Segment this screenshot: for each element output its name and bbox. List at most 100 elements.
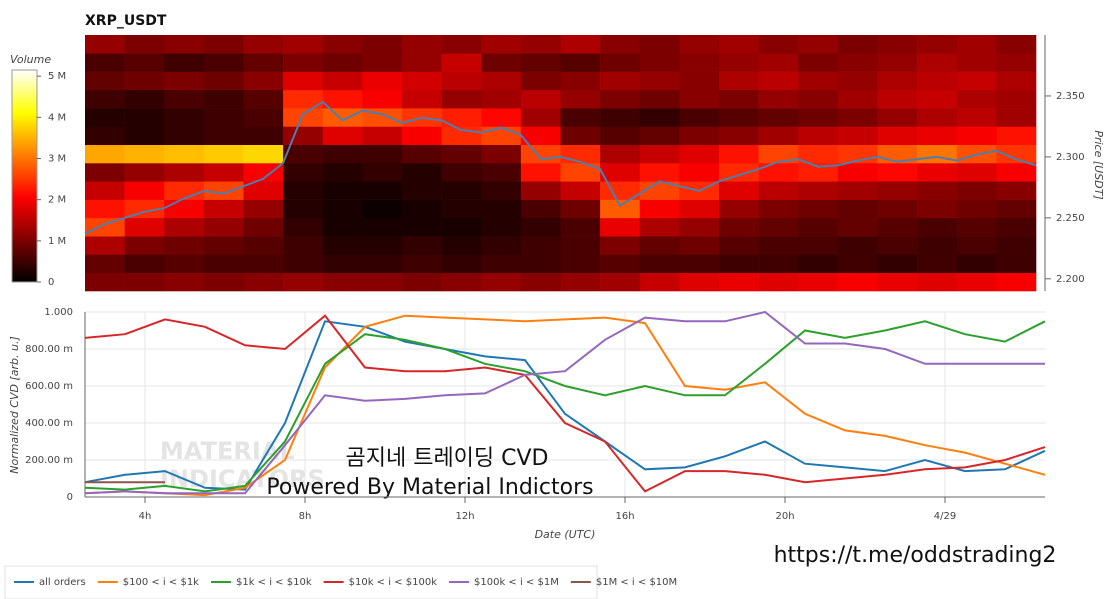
heatmap-cell: [362, 71, 403, 91]
heatmap-cell: [758, 89, 799, 109]
heatmap-cell: [758, 217, 799, 237]
heatmap-cell: [520, 144, 561, 164]
heatmap-cell: [996, 126, 1037, 146]
heatmap-cell: [481, 254, 522, 274]
colorbar-tick-label: 1 M: [48, 236, 66, 247]
heatmap-cell: [877, 35, 918, 54]
heatmap-cell: [124, 199, 165, 219]
heatmap-cell: [837, 108, 878, 127]
heatmap-cell: [679, 89, 720, 109]
heatmap-cell: [917, 53, 958, 72]
heatmap-cell: [758, 71, 799, 91]
heatmap-cell: [203, 71, 244, 91]
heatmap-cell: [124, 144, 165, 164]
heatmap-cell: [877, 53, 918, 72]
heatmap-cell: [560, 217, 601, 237]
heatmap-cell: [243, 236, 284, 255]
series-line: [84, 320, 1046, 491]
heatmap-cell: [956, 217, 997, 237]
heatmap-cell: [362, 181, 403, 200]
heatmap-cell: [600, 108, 641, 127]
heatmap-cell: [679, 144, 720, 164]
heatmap-cell: [996, 236, 1037, 255]
heatmap-cell: [639, 53, 680, 72]
heatmap-cell: [798, 272, 839, 292]
heatmap-cell: [758, 199, 799, 219]
heatmap-cell: [322, 108, 363, 127]
heatmap-cell: [679, 108, 720, 127]
heatmap-cell: [520, 126, 561, 146]
heatmap-cell: [85, 254, 125, 274]
heatmap-cell: [996, 217, 1037, 237]
heatmap-cell: [85, 144, 125, 164]
colorbar-tick-label: 3 M: [48, 154, 66, 165]
heatmap-cell: [481, 89, 522, 109]
heatmap-cell: [402, 126, 442, 146]
heatmap-cell: [600, 35, 641, 54]
heatmap-cell: [243, 181, 284, 200]
heatmap-cell: [322, 254, 363, 274]
heatmap-cell: [283, 163, 324, 182]
heatmap-cell: [362, 217, 403, 237]
heatmap-cell: [719, 217, 759, 237]
heatmap-cell: [956, 35, 997, 54]
heatmap-cell: [719, 108, 759, 127]
overlay-subtitle: Powered By Material Indictors: [266, 475, 593, 500]
heatmap-cell: [798, 144, 839, 164]
heatmap-cell: [481, 217, 522, 237]
heatmap-cell: [124, 71, 165, 91]
colorbar-tick-label: 0: [48, 277, 54, 288]
heatmap-cell: [124, 163, 165, 182]
heatmap-cell: [362, 254, 403, 274]
heatmap-cell: [322, 236, 363, 255]
heatmap-cell: [798, 89, 839, 109]
heatmap-cell: [719, 35, 759, 54]
heatmap-cell: [85, 35, 125, 54]
heatmap-cell: [639, 236, 680, 255]
heatmap-cell: [85, 53, 125, 72]
series-line: [84, 314, 1046, 497]
heatmap-cell: [85, 199, 125, 219]
x-tick-label: 12h: [455, 511, 474, 522]
heatmap-cell: [441, 163, 482, 182]
heatmap-cell: [203, 89, 244, 109]
heatmap-cell: [956, 126, 997, 146]
heatmap-cell: [402, 181, 442, 200]
heatmap-cell: [758, 35, 799, 54]
heatmap-cell: [243, 217, 284, 237]
heatmap-cell: [560, 71, 601, 91]
chart-title: XRP_USDT: [85, 13, 167, 29]
heatmap-cell: [600, 144, 641, 164]
heatmap-cell: [996, 71, 1037, 91]
heatmap-cell: [481, 71, 522, 91]
heatmap-cell: [917, 199, 958, 219]
heatmap-cell: [679, 254, 720, 274]
heatmap-cell: [837, 272, 878, 292]
heatmap-cell: [877, 236, 918, 255]
heatmap-cell: [798, 254, 839, 274]
heatmap-cell: [758, 236, 799, 255]
heatmap-cell: [520, 181, 561, 200]
heatmap-cell: [243, 71, 284, 91]
heatmap-cell: [719, 181, 759, 200]
heatmap-cell: [164, 236, 205, 255]
heatmap-cell: [679, 199, 720, 219]
y-tick-label: 2.250: [1056, 213, 1085, 224]
heatmap-cell: [283, 217, 324, 237]
heatmap-cell: [837, 89, 878, 109]
heatmap-cell: [441, 181, 482, 200]
heatmap-cell: [441, 272, 482, 292]
heatmap-cell: [164, 181, 205, 200]
heatmap-cell: [402, 254, 442, 274]
heatmap-cell: [560, 89, 601, 109]
heatmap-cell: [520, 272, 561, 292]
heatmap-cell: [85, 108, 125, 127]
heatmap-cell: [560, 181, 601, 200]
heatmap-cell: [996, 144, 1037, 164]
heatmap-cell: [877, 108, 918, 127]
heatmap-cell: [124, 108, 165, 127]
heatmap-cell: [560, 236, 601, 255]
heatmap-cell: [481, 181, 522, 200]
heatmap-cell: [679, 53, 720, 72]
heatmap-cell: [124, 181, 165, 200]
